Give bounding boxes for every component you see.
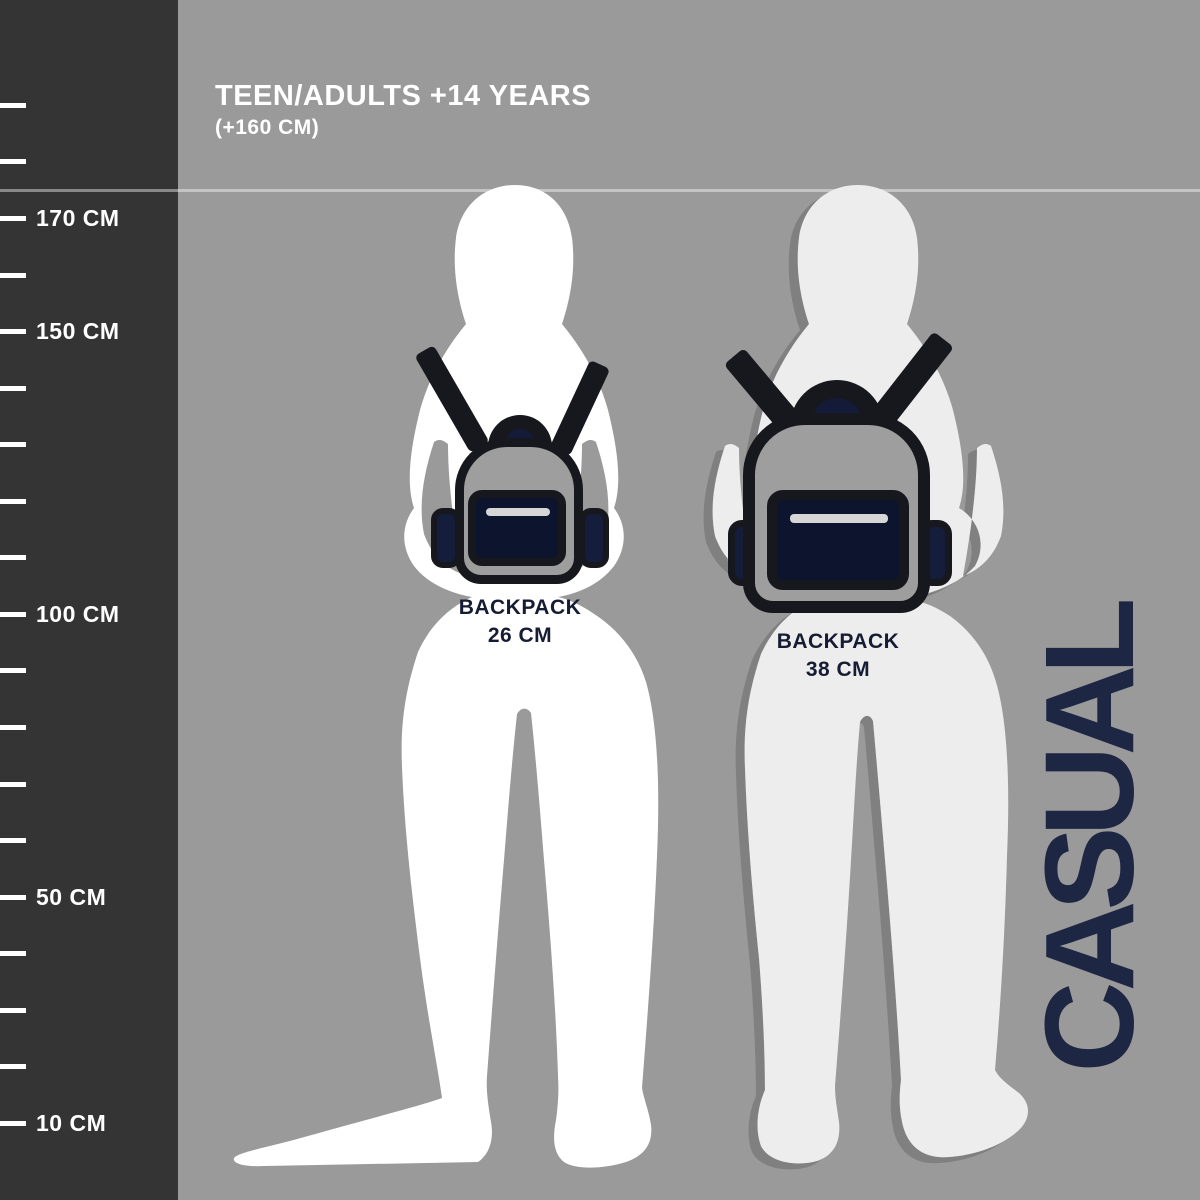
page-subtitle: (+160 CM)	[215, 116, 320, 139]
ruler-tick-80cm	[0, 725, 26, 730]
ruler-tick-130cm	[0, 442, 26, 447]
ruler-tick-30cm	[0, 1008, 26, 1013]
ruler-tick-150cm	[0, 329, 26, 334]
backpack-38cm-label: BACKPACK 38 CM	[748, 628, 928, 685]
ruler-tick-40cm	[0, 951, 26, 956]
ruler-tick-60cm	[0, 838, 26, 843]
ruler-tick-180cm	[0, 159, 26, 164]
backpack-38cm-graphic	[690, 318, 990, 628]
backpack-strap-icon	[414, 345, 490, 453]
backpack-zipper-icon	[790, 514, 888, 523]
backpack-zipper-icon	[486, 508, 550, 516]
ruler-tick-label-170cm: 170 CM	[36, 205, 120, 231]
ruler-tick-100cm	[0, 612, 26, 617]
ruler: 170 CM 150 CM 100 CM 50 CM 10 CM	[0, 0, 178, 1200]
ruler-tick-190cm	[0, 103, 26, 108]
backpack-strap-icon	[549, 359, 611, 457]
ruler-tick-20cm	[0, 1064, 26, 1069]
ruler-tick-120cm	[0, 499, 26, 504]
ruler-tick-50cm	[0, 895, 26, 900]
ruler-tick-label-100cm: 100 CM	[36, 601, 120, 627]
backpack-name: BACKPACK	[776, 630, 900, 653]
ruler-tick-140cm	[0, 386, 26, 391]
backpack-front-pocket-icon	[468, 490, 566, 566]
adult-silhouette-left	[233, 185, 659, 1168]
ruler-tick-70cm	[0, 782, 26, 787]
ruler-tick-90cm	[0, 668, 26, 673]
height-guide-line	[0, 189, 1200, 192]
ruler-tick-160cm	[0, 273, 26, 278]
ruler-tick-label-150cm: 150 CM	[36, 318, 120, 344]
page-title: TEEN/ADULTS +14 YEARS	[215, 80, 592, 112]
ruler-tick-170cm	[0, 216, 26, 221]
ruler-tick-10cm	[0, 1121, 26, 1126]
backpack-26cm-label: BACKPACK 26 CM	[430, 594, 610, 651]
ruler-tick-label-10cm: 10 CM	[36, 1110, 107, 1136]
ruler-tick-110cm	[0, 555, 26, 560]
backpack-side-pocket-icon	[579, 508, 609, 568]
backpack-size: 38 CM	[805, 658, 871, 682]
backpack-name: BACKPACK	[458, 596, 582, 619]
backpack-26cm-graphic	[395, 335, 645, 595]
backpack-size: 26 CM	[487, 624, 553, 648]
backpack-front-pocket-icon	[767, 490, 909, 590]
ruler-tick-label-50cm: 50 CM	[36, 884, 107, 910]
header: TEEN/ADULTS +14 YEARS (+160 CM)	[215, 80, 591, 140]
